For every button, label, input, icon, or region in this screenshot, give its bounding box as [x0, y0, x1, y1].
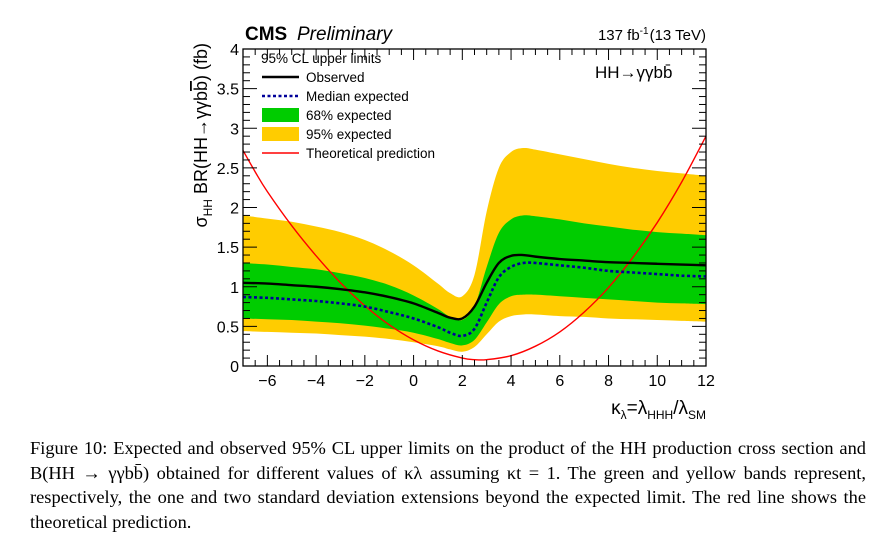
- figure-caption: Figure 10: Expected and observed 95% CL …: [30, 436, 866, 534]
- legend-entry: Theoretical prediction: [262, 146, 435, 161]
- legend-entry: Observed: [262, 70, 365, 85]
- legend-label: 95% expected: [306, 127, 392, 142]
- process-label: HH→γγbb̄: [595, 63, 672, 82]
- y-tick-label: 2.5: [217, 161, 239, 178]
- x-tick-label: 10: [648, 373, 666, 390]
- legend-swatch: [262, 108, 299, 122]
- x-tick-label: −4: [307, 373, 325, 390]
- y-tick-label: 0.5: [217, 319, 239, 336]
- legend-entry: Median expected: [262, 89, 409, 104]
- legend-label: Observed: [306, 70, 365, 85]
- y-tick-label: 1: [230, 280, 239, 297]
- axis-tick-labels: −6 −4 −2 0 2 4 6 8 10 12 0 0.5 1 1.5 2 2.5 3 3.5 4: [217, 42, 715, 390]
- legend-label: Theoretical prediction: [306, 146, 435, 161]
- x-tick-label: 12: [697, 373, 715, 390]
- x-tick-label: 8: [604, 373, 613, 390]
- legend-label: Median expected: [306, 89, 409, 104]
- axis-ticks: [242, 48, 707, 367]
- y-tick-label: 4: [230, 42, 239, 59]
- legend-label: 68% expected: [306, 108, 392, 123]
- y-tick-label: 0: [230, 359, 239, 376]
- preliminary-label: Preliminary: [297, 24, 394, 45]
- legend-title: 95% CL upper limits: [261, 51, 382, 66]
- x-tick-label: 0: [409, 373, 418, 390]
- caption-text: Expected and observed 95% CL upper limit…: [30, 438, 866, 532]
- band-68-expected: [243, 215, 706, 346]
- y-tick-label: 3.5: [217, 82, 239, 99]
- legend-swatch: [262, 127, 299, 141]
- expected-bands: [243, 147, 706, 352]
- x-tick-label: −2: [356, 373, 374, 390]
- x-tick-label: −6: [258, 373, 276, 390]
- legend: 95% CL upper limits Observed Median expec…: [261, 51, 435, 161]
- cms-label: CMS: [245, 24, 287, 45]
- x-axis-label: κλ=λHHH/λSM: [611, 398, 706, 422]
- y-tick-label: 2: [230, 201, 239, 218]
- legend-entries: Observed Median expected 68% expected 95% e…: [262, 70, 435, 161]
- limit-plot: −6 −4 −2 0 2 4 6 8 10 12 0 0.5 1 1.5 2 2.5 3 3.5 4 CMS Pre…: [191, 24, 715, 422]
- y-axis-label: σHH BR(HH→γγbb) (fb): [191, 43, 215, 227]
- y-tick-label: 3: [230, 121, 239, 138]
- x-tick-label: 2: [458, 373, 467, 390]
- limit-curves: [243, 135, 706, 361]
- y-tick-label: 1.5: [217, 240, 239, 257]
- x-tick-label: 6: [555, 373, 564, 390]
- median-expected-curve: [243, 261, 706, 338]
- x-tick-label: 4: [507, 373, 516, 390]
- observed-curve: [243, 253, 706, 321]
- theory-curve: [243, 135, 706, 361]
- legend-entry: 68% expected: [262, 108, 392, 123]
- lumi-label: 137 fb-1(13 TeV): [598, 26, 706, 44]
- figure-number: Figure 10:: [30, 438, 108, 458]
- legend-entry: 95% expected: [262, 127, 392, 142]
